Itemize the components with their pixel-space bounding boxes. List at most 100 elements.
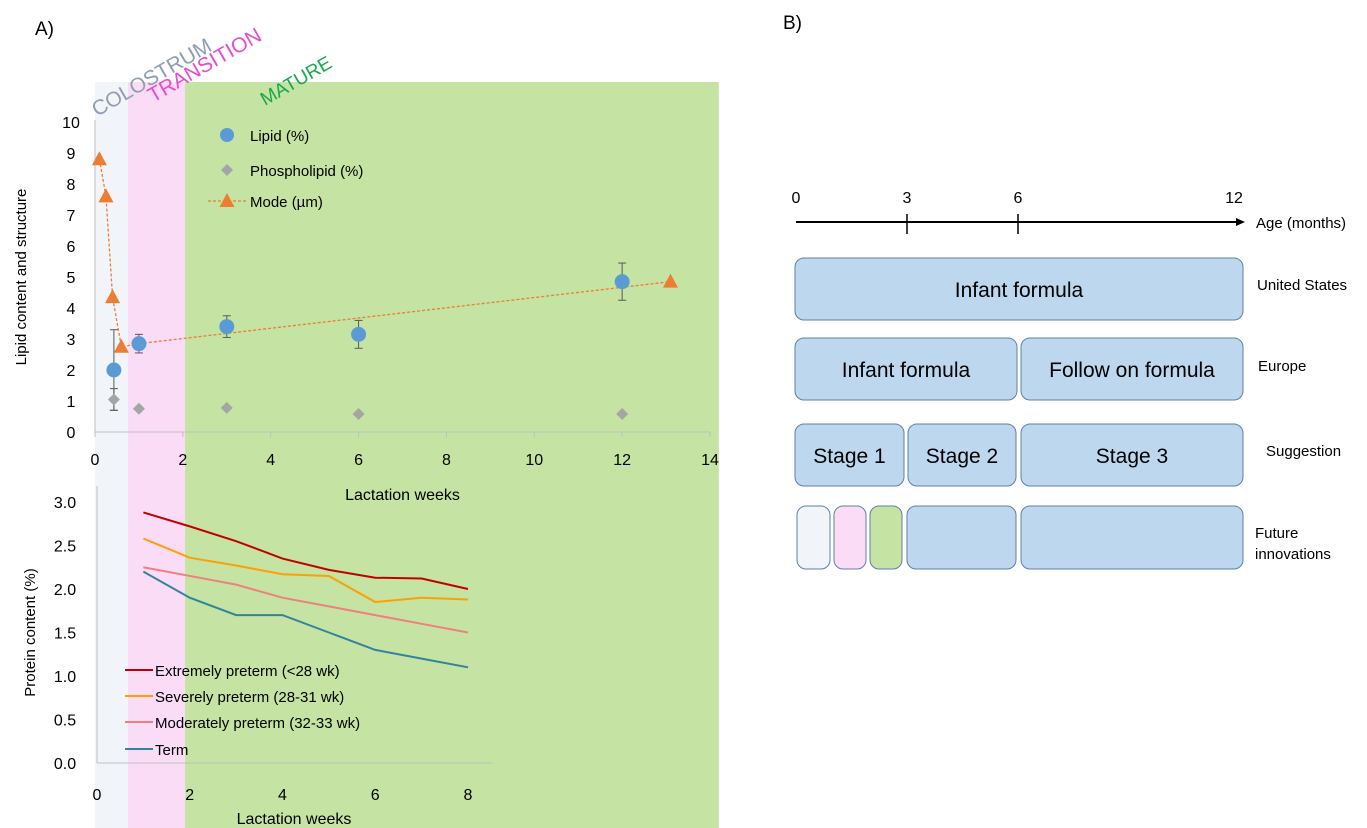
y-tick-label: 1.5 — [54, 626, 76, 643]
formula-box-label: Stage 2 — [926, 445, 998, 468]
formula-box-label: Stage 1 — [813, 445, 885, 468]
region-label: Future — [1255, 525, 1298, 542]
phase-band-mature — [185, 82, 719, 828]
x-tick-label: 8 — [442, 452, 451, 469]
timeline-tick-label: 6 — [1014, 190, 1023, 207]
y-tick-label: 2.5 — [54, 539, 76, 556]
protein-chart: 0.0 0.5 1.0 1.5 2.0 2.5 3.0 0 2 4 6 8 Lactation week… — [22, 486, 492, 828]
panel-a-label: A) — [35, 19, 54, 40]
formula-box — [794, 337, 1018, 401]
protein-series-line — [143, 566, 469, 634]
legend-label: Lipid (%) — [250, 128, 309, 145]
y-tick-label: 0 — [67, 425, 76, 442]
x-tick-label: 2 — [178, 452, 187, 469]
x-tick-label: 6 — [371, 787, 380, 804]
y-tick-label: 6 — [67, 239, 76, 256]
legend-label: Phospholipid (%) — [250, 163, 363, 180]
formula-box — [1020, 423, 1244, 487]
formula-box — [906, 505, 1017, 570]
region-label: United States — [1257, 277, 1347, 294]
x-tick-label: 8 — [464, 787, 473, 804]
formula-box — [907, 423, 1017, 487]
mode-point — [98, 188, 114, 203]
formula-box — [1020, 337, 1244, 401]
phase-band-colostrum — [95, 82, 128, 828]
timeline-tick-label: 0 — [792, 190, 801, 207]
formula-box — [796, 505, 831, 570]
y-tick-label: 10 — [62, 115, 80, 132]
phospholipid-point — [132, 402, 145, 415]
lipid-point — [106, 362, 122, 378]
x-axis-title: Lactation weeks — [237, 811, 352, 828]
phospholipid-point — [352, 408, 365, 421]
x-tick-label: 4 — [278, 787, 287, 804]
mode-point — [105, 289, 121, 304]
lipid-point — [614, 274, 630, 290]
x-tick-label: 12 — [613, 452, 631, 469]
timeline-tick-label: 3 — [903, 190, 912, 207]
formula-box — [833, 505, 867, 570]
formula-box — [869, 505, 903, 570]
mode-point — [91, 151, 107, 166]
y-tick-label: 0.5 — [54, 713, 76, 730]
region-label: Europe — [1258, 358, 1306, 375]
timeline-axis-title: Age (months) — [1256, 215, 1346, 232]
protein-series-line — [142, 570, 469, 669]
mode-point — [113, 338, 129, 353]
y-tick-label: 0.0 — [54, 756, 76, 773]
x-axis-title: Lactation weeks — [345, 487, 460, 504]
formula-box-label: Follow on formula — [1049, 359, 1215, 382]
protein-series-line — [142, 537, 469, 604]
y-tick-label: 5 — [67, 270, 76, 287]
mode-trendline — [138, 281, 671, 345]
x-tick-label: 2 — [185, 787, 194, 804]
y-tick-label: 8 — [67, 177, 76, 194]
mode-line — [98, 159, 140, 348]
region-label: Suggestion — [1266, 443, 1341, 460]
phase-backgrounds — [95, 82, 719, 828]
legend-phospholipid-icon — [221, 164, 233, 176]
legend-label: Mode (µm) — [250, 194, 323, 211]
panel-b-label: B) — [783, 13, 802, 34]
feeding-timeline: 0 3 6 12 Age (months) Infant formula United St… — [792, 190, 1347, 570]
y-tick-label: 1.0 — [54, 669, 76, 686]
formula-box — [794, 423, 905, 487]
y-tick-label: 1 — [67, 394, 76, 411]
mode-point — [662, 273, 678, 288]
legend-label: Term — [155, 742, 188, 759]
formula-box — [794, 257, 1244, 321]
y-tick-label: 7 — [67, 208, 76, 225]
legend-label: Moderately preterm (32-33 wk) — [155, 715, 360, 732]
y-axis-title: Lipid content and structure — [13, 189, 30, 366]
lipid-point — [351, 326, 367, 342]
y-axis-title: Protein content (%) — [22, 568, 39, 696]
y-tick-label: 3 — [67, 332, 76, 349]
protein-series-line — [143, 511, 469, 590]
x-tick-label: 14 — [701, 452, 719, 469]
x-tick-label: 6 — [354, 452, 363, 469]
y-tick-label: 4 — [67, 301, 76, 318]
phase-band-transition — [127, 82, 186, 828]
legend-label: Extremely preterm (<28 wk) — [155, 663, 340, 680]
y-tick-label: 2 — [67, 363, 76, 380]
legend-label: Severely preterm (28-31 wk) — [155, 689, 344, 706]
lipid-point — [219, 319, 235, 335]
x-tick-label: 4 — [266, 452, 275, 469]
y-tick-label: 9 — [67, 146, 76, 163]
formula-box-label: Stage 3 — [1096, 445, 1168, 468]
timeline-tick-label: 12 — [1225, 190, 1243, 207]
phospholipid-point — [107, 393, 120, 406]
phospholipid-point — [220, 401, 233, 414]
y-tick-label: 3.0 — [54, 495, 76, 512]
x-tick-label: 0 — [93, 787, 102, 804]
y-tick-label: 2.0 — [54, 582, 76, 599]
timeline-arrowhead — [1236, 218, 1245, 226]
x-tick-label: 10 — [525, 452, 543, 469]
formula-box-label: Infant formula — [842, 359, 971, 382]
lipid-point — [131, 336, 147, 352]
phospholipid-point — [616, 408, 629, 421]
region-label: innovations — [1255, 546, 1331, 563]
x-tick-label: 0 — [91, 452, 100, 469]
